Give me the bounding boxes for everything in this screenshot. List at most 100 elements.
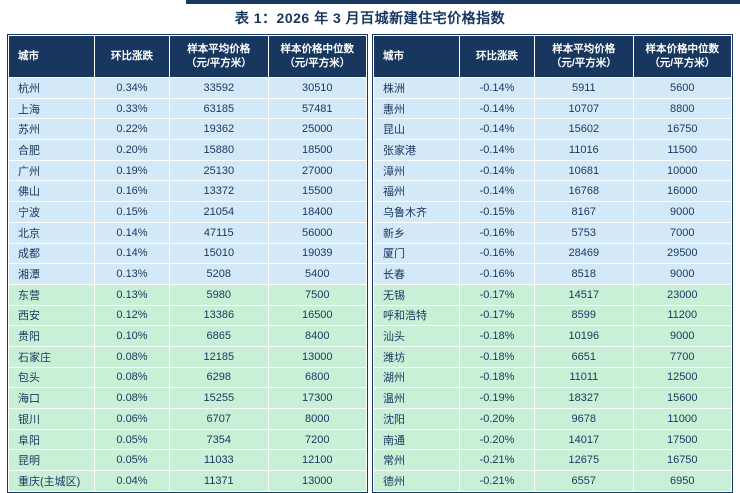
cell-change: 0.13% (93, 263, 171, 285)
cell-avg: 13386 (169, 304, 269, 327)
table-row: 株洲 -0.14% 5911 5600 (373, 77, 733, 99)
table-row: 贵阳 0.10% 6865 8400 (8, 325, 368, 347)
cell-city: 湖州 (373, 366, 460, 389)
cell-avg: 14017 (534, 428, 634, 451)
cell-city: 贵阳 (8, 325, 95, 347)
table-row: 海口 0.08% 15255 17300 (8, 387, 368, 409)
cell-change: 0.04% (93, 470, 171, 492)
cell-median: 27000 (267, 159, 368, 182)
table-row: 乌鲁木齐 -0.15% 8167 9000 (373, 201, 733, 223)
cell-city: 长春 (373, 263, 460, 285)
cell-avg: 15010 (169, 242, 269, 265)
cell-avg: 11033 (169, 449, 269, 472)
cell-change: -0.20% (458, 408, 536, 430)
cell-city: 新乡 (373, 221, 460, 244)
cell-city: 成都 (8, 242, 95, 265)
table-row: 张家港 -0.14% 11016 11500 (373, 139, 733, 161)
cell-avg: 12675 (534, 449, 634, 472)
cell-change: 0.15% (93, 201, 171, 223)
cell-avg: 6865 (169, 325, 269, 347)
cell-city: 西安 (8, 304, 95, 327)
cell-change: 0.10% (93, 325, 171, 347)
cell-change: 0.20% (93, 139, 171, 161)
cell-city: 宁波 (8, 201, 95, 223)
table-row: 成都 0.14% 15010 19039 (8, 242, 368, 265)
cell-median: 9000 (632, 201, 733, 223)
table-row: 新乡 -0.16% 5753 7000 (373, 221, 733, 244)
cell-median: 17300 (267, 387, 368, 409)
cell-avg: 8518 (534, 263, 634, 285)
cell-change: -0.21% (458, 470, 536, 492)
table-row: 北京 0.14% 47115 56000 (8, 221, 368, 244)
table-row: 石家庄 0.08% 12185 13000 (8, 345, 368, 368)
table-row: 银川 0.06% 6707 8000 (8, 408, 368, 430)
cell-city: 无锡 (373, 283, 460, 306)
cell-change: -0.16% (458, 242, 536, 265)
cell-median: 7500 (267, 283, 368, 306)
cell-change: -0.17% (458, 304, 536, 327)
cell-city: 株洲 (373, 77, 460, 99)
col-header-avg-price: 样本平均价格 （元/平方米） (169, 35, 269, 78)
price-table-left: 城市 环比涨跌 样本平均价格 （元/平方米） 样本价格中位数 （元/平方米） 杭… (8, 35, 368, 492)
cell-city: 东营 (8, 283, 95, 306)
cell-median: 6950 (632, 470, 733, 492)
price-table-right-wrap: 城市 环比涨跌 样本平均价格 （元/平方米） 样本价格中位数 （元/平方米） 株… (372, 34, 733, 493)
cell-median: 23000 (632, 283, 733, 306)
cell-change: -0.18% (458, 325, 536, 347)
cell-median: 9000 (632, 325, 733, 347)
cell-city: 合肥 (8, 139, 95, 161)
cell-median: 5400 (267, 263, 368, 285)
cell-avg: 28469 (534, 242, 634, 265)
cell-change: 0.05% (93, 428, 171, 451)
cell-avg: 6557 (534, 470, 634, 492)
cell-median: 19039 (267, 242, 368, 265)
cell-avg: 21054 (169, 201, 269, 223)
cell-change: 0.22% (93, 118, 171, 141)
cell-median: 16750 (632, 118, 733, 141)
cell-avg: 11371 (169, 470, 269, 492)
table-row: 福州 -0.14% 16768 16000 (373, 180, 733, 203)
cell-city: 福州 (373, 180, 460, 203)
table-title: 表 1：2026 年 3 月百城新建住宅价格指数 (234, 10, 506, 26)
table-row: 苏州 0.22% 19362 25000 (8, 118, 368, 141)
table-row: 上海 0.33% 63185 57481 (8, 97, 368, 120)
cell-city: 昆山 (373, 118, 460, 141)
cell-avg: 6707 (169, 408, 269, 430)
cell-change: 0.14% (93, 221, 171, 244)
table-row: 昆山 -0.14% 15602 16750 (373, 118, 733, 141)
cell-change: -0.20% (458, 428, 536, 451)
table-row: 杭州 0.34% 33592 30510 (8, 77, 368, 99)
cell-city: 温州 (373, 387, 460, 409)
cell-city: 佛山 (8, 180, 95, 203)
cell-avg: 6298 (169, 366, 269, 389)
header-row: 城市 环比涨跌 样本平均价格 （元/平方米） 样本价格中位数 （元/平方米） (8, 35, 368, 78)
cell-avg: 9678 (534, 408, 634, 430)
table-row: 西安 0.12% 13386 16500 (8, 304, 368, 327)
col-header-change: 环比涨跌 (93, 35, 171, 78)
cell-change: -0.14% (458, 139, 536, 161)
table-row: 厦门 -0.16% 28469 29500 (373, 242, 733, 265)
cell-avg: 13372 (169, 180, 269, 203)
cell-change: -0.16% (458, 221, 536, 244)
col-header-avg-price: 样本平均价格 （元/平方米） (534, 35, 634, 78)
price-table-right: 城市 环比涨跌 样本平均价格 （元/平方米） 样本价格中位数 （元/平方米） 株… (373, 35, 733, 492)
table-row: 德州 -0.21% 6557 6950 (373, 470, 733, 492)
cell-avg: 25130 (169, 159, 269, 182)
cell-median: 16500 (267, 304, 368, 327)
cell-change: 0.08% (93, 345, 171, 368)
table-row: 合肥 0.20% 15880 18500 (8, 139, 368, 161)
table-row: 常州 -0.21% 12675 16750 (373, 449, 733, 472)
cell-change: 0.08% (93, 366, 171, 389)
cell-avg: 10707 (534, 97, 634, 120)
cell-change: 0.16% (93, 180, 171, 203)
cell-median: 12100 (267, 449, 368, 472)
cell-city: 包头 (8, 366, 95, 389)
cell-city: 海口 (8, 387, 95, 409)
cell-avg: 14517 (534, 283, 634, 306)
table-row: 南通 -0.20% 14017 17500 (373, 428, 733, 451)
cell-city: 银川 (8, 408, 95, 430)
cell-city: 乌鲁木齐 (373, 201, 460, 223)
col-header-median-price: 样本价格中位数 （元/平方米） (632, 35, 733, 78)
table-row: 惠州 -0.14% 10707 8800 (373, 97, 733, 120)
cell-city: 沈阳 (373, 408, 460, 430)
